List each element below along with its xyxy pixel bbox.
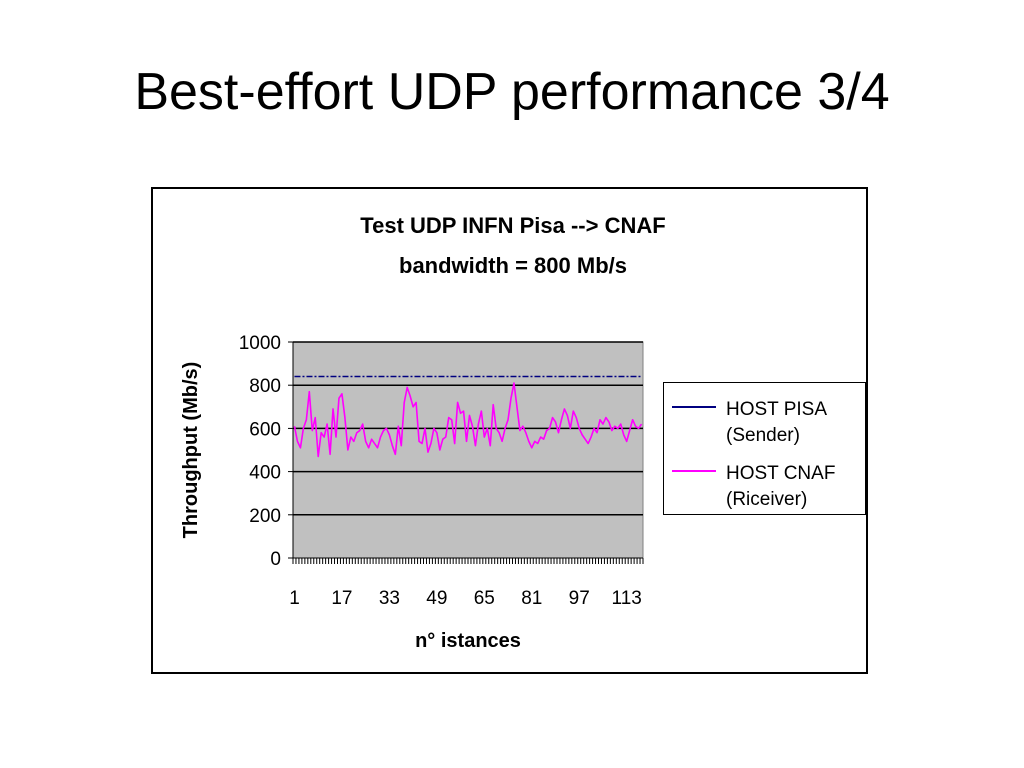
y-tick-label: 600 [249,419,281,440]
slide-title: Best-effort UDP performance 3/4 [134,63,890,121]
y-tick-label: 400 [249,463,281,484]
legend-item-host-cnaf: HOST CNAF (Riceiver) [672,461,862,511]
chart-title: Test UDP INFN Pisa --> CNAF [360,213,665,238]
y-tick-label: 0 [270,549,281,570]
x-tick-label: 97 [569,588,590,609]
y-tick-label: 800 [249,376,281,397]
legend-swatch-host-pisa [672,406,716,408]
x-tick-label: 81 [521,588,542,609]
legend-label-host-pisa: HOST PISA [726,399,828,420]
x-tick-label: 65 [474,588,495,609]
y-axis-label: Throughput (Mb/s) [180,362,202,539]
y-tick-label: 1000 [239,333,281,354]
plot-area [292,341,644,559]
legend-label-host-cnaf: HOST CNAF [726,463,836,484]
x-tick-label: 17 [331,588,352,609]
legend-label-host-cnaf-role: (Riceiver) [726,489,808,510]
legend: HOST PISA (Sender) HOST CNAF (Riceiver) [663,382,866,515]
line-chart: Test UDP INFN Pisa --> CNAF bandwidth = … [180,213,666,652]
legend-item-host-pisa: HOST PISA (Sender) [672,397,862,447]
x-tick-label: 33 [379,588,400,609]
chart-frame: Test UDP INFN Pisa --> CNAF bandwidth = … [151,187,868,674]
y-tick-label: 200 [249,506,281,527]
x-tick-label: 113 [612,588,642,609]
legend-label-host-pisa-role: (Sender) [726,425,800,446]
chart-subtitle: bandwidth = 800 Mb/s [399,253,627,278]
series-line-host-cnaf [293,382,643,458]
x-tick-label: 1 [289,588,300,609]
x-axis-label: n° istances [415,630,521,652]
x-tick-label: 49 [426,588,447,609]
legend-swatch-host-cnaf [672,470,716,472]
